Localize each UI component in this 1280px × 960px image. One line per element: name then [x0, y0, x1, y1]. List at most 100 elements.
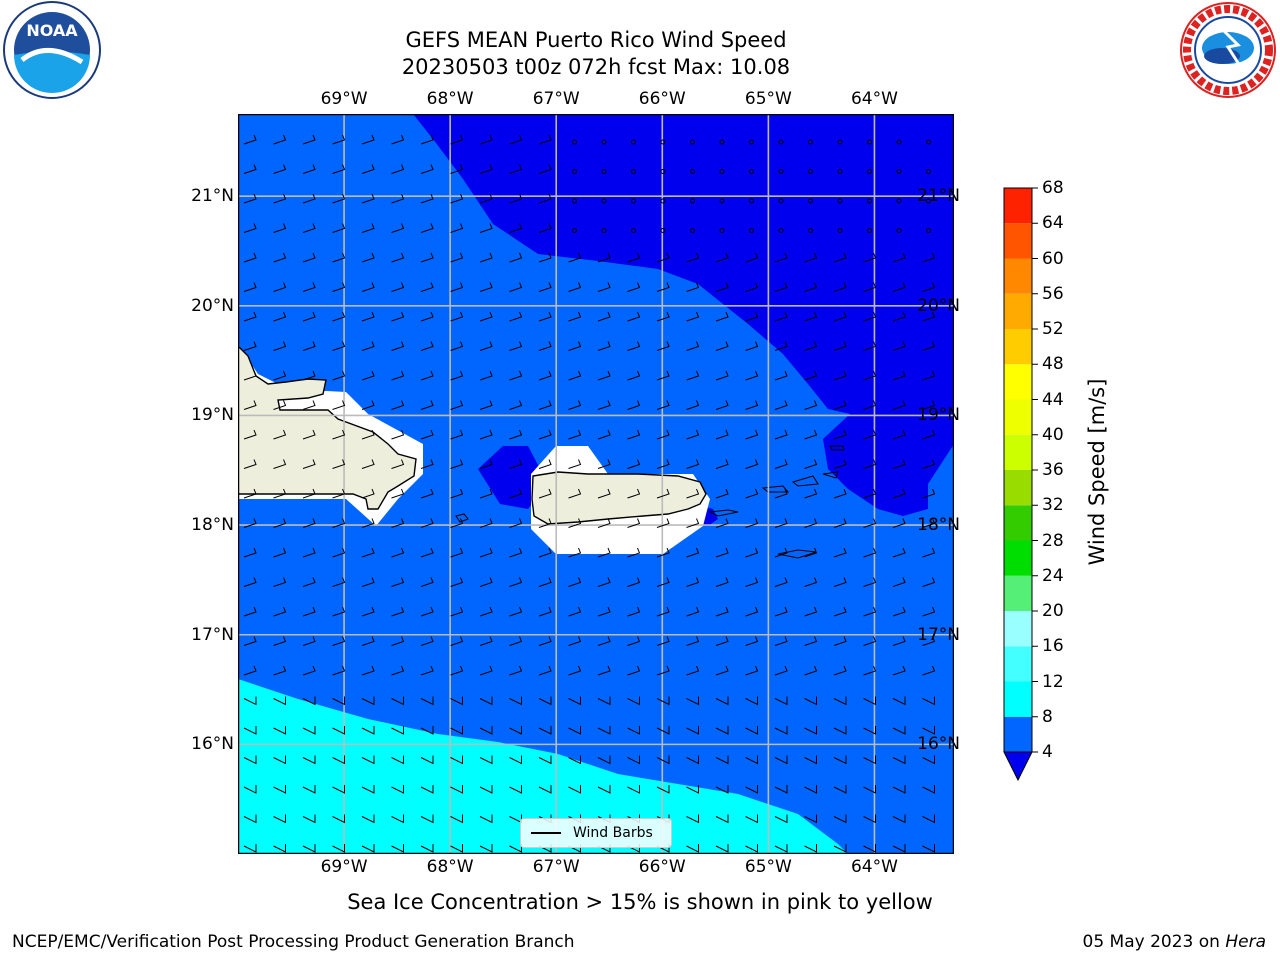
calm-marker — [690, 139, 695, 145]
wind-barb — [656, 311, 670, 322]
wind-barb — [538, 696, 552, 706]
wind-barb — [892, 755, 906, 765]
colorbar-tick-label: 32 — [1042, 495, 1064, 516]
wind-barb — [715, 696, 729, 706]
wind-barb — [745, 785, 758, 794]
wind-barb — [391, 282, 405, 292]
wind-barb — [922, 488, 936, 499]
wind-barb — [273, 341, 287, 351]
wind-barb — [243, 341, 257, 351]
calm-marker — [808, 139, 813, 145]
lon-label-top: 68°W — [426, 89, 474, 109]
lat-label-left: 21°N — [191, 186, 234, 207]
wind-barb — [509, 311, 523, 322]
colorbar-tick-label: 8 — [1042, 706, 1053, 727]
wind-barb — [391, 193, 405, 204]
wind-barb — [420, 164, 434, 174]
wind-barb — [509, 164, 523, 174]
wind-barb — [450, 134, 464, 145]
wind-barb — [332, 134, 346, 145]
wind-barb — [656, 370, 670, 381]
wind-barb — [922, 311, 936, 322]
wind-barb — [243, 311, 257, 322]
wind-barb — [361, 459, 375, 469]
wind-barb — [243, 606, 257, 617]
lat-label-right: 18°N — [917, 515, 960, 536]
wind-barb — [745, 844, 758, 853]
wind-barb — [332, 164, 346, 174]
wind-barb — [686, 696, 699, 706]
wind-barb — [302, 252, 316, 263]
wind-barb — [420, 696, 434, 706]
wind-barb — [509, 252, 523, 263]
wind-barb — [627, 459, 641, 469]
colorbar-band — [1004, 329, 1032, 365]
lon-label-top: 66°W — [638, 89, 686, 109]
wind-barb — [450, 164, 464, 174]
wind-barb — [391, 636, 405, 646]
noaa-logo-text: NOAA — [26, 21, 78, 40]
wind-barb — [774, 252, 788, 263]
wind-barb — [420, 252, 434, 263]
lat-label-left: 16°N — [191, 734, 234, 755]
wind-barb — [243, 726, 257, 735]
wind-barb — [656, 252, 670, 263]
wind-barb — [332, 370, 346, 381]
calm-marker — [778, 228, 784, 233]
wind-barb — [509, 696, 522, 706]
calm-marker — [631, 198, 636, 204]
wind-barb — [361, 518, 375, 528]
wind-barb — [922, 370, 936, 381]
wind-barb — [391, 311, 405, 322]
wind-barb — [243, 429, 257, 440]
wind-barb — [509, 518, 523, 528]
calm-marker — [837, 169, 843, 174]
calm-marker — [660, 139, 666, 145]
wind-barb — [774, 341, 788, 351]
wind-barb — [273, 844, 286, 853]
lon-label-bottom: 66°W — [638, 857, 686, 877]
wind-barb — [745, 311, 759, 322]
colorbar-band — [1004, 188, 1032, 224]
colorbar-tick-label: 28 — [1042, 530, 1064, 551]
wind-barb — [332, 311, 346, 322]
wind-barb — [597, 252, 611, 263]
wind-barb — [420, 844, 434, 853]
wind-barb — [450, 488, 464, 499]
calm-marker — [749, 198, 754, 204]
wind-barb — [833, 726, 847, 735]
wind-barb — [686, 726, 699, 735]
wind-barb — [391, 785, 404, 794]
wind-barb — [450, 223, 464, 233]
wind-barb — [656, 282, 670, 292]
wind-barb — [774, 488, 788, 499]
wind-barb — [302, 755, 316, 765]
wind-barb — [597, 547, 611, 558]
colorbar-underflow — [1003, 751, 1033, 782]
wind-barb — [922, 755, 935, 765]
wind-barb — [568, 726, 581, 735]
wind-barb — [538, 785, 552, 794]
wind-barb — [332, 341, 346, 351]
wind-barb — [568, 606, 582, 617]
wind-barb — [332, 726, 345, 735]
wind-barb — [509, 636, 523, 646]
wind-barb — [450, 606, 464, 617]
wind-barb — [922, 429, 936, 440]
land-mona — [455, 513, 469, 523]
wind-barb — [568, 488, 582, 499]
wind-barb — [656, 518, 670, 528]
wind-barb — [243, 400, 257, 410]
wind-barb — [361, 164, 375, 174]
wind-barb — [892, 814, 906, 824]
wind-barb — [656, 429, 670, 440]
colorbar-tick-label: 52 — [1042, 319, 1064, 339]
wind-barb — [361, 311, 375, 322]
wind-barb — [804, 844, 817, 853]
wind-barb — [892, 636, 906, 646]
wind-barb — [568, 341, 582, 351]
wind-barb — [656, 577, 670, 587]
calm-marker — [808, 198, 813, 204]
wind-barb — [774, 518, 788, 528]
wind-barb — [450, 785, 463, 794]
